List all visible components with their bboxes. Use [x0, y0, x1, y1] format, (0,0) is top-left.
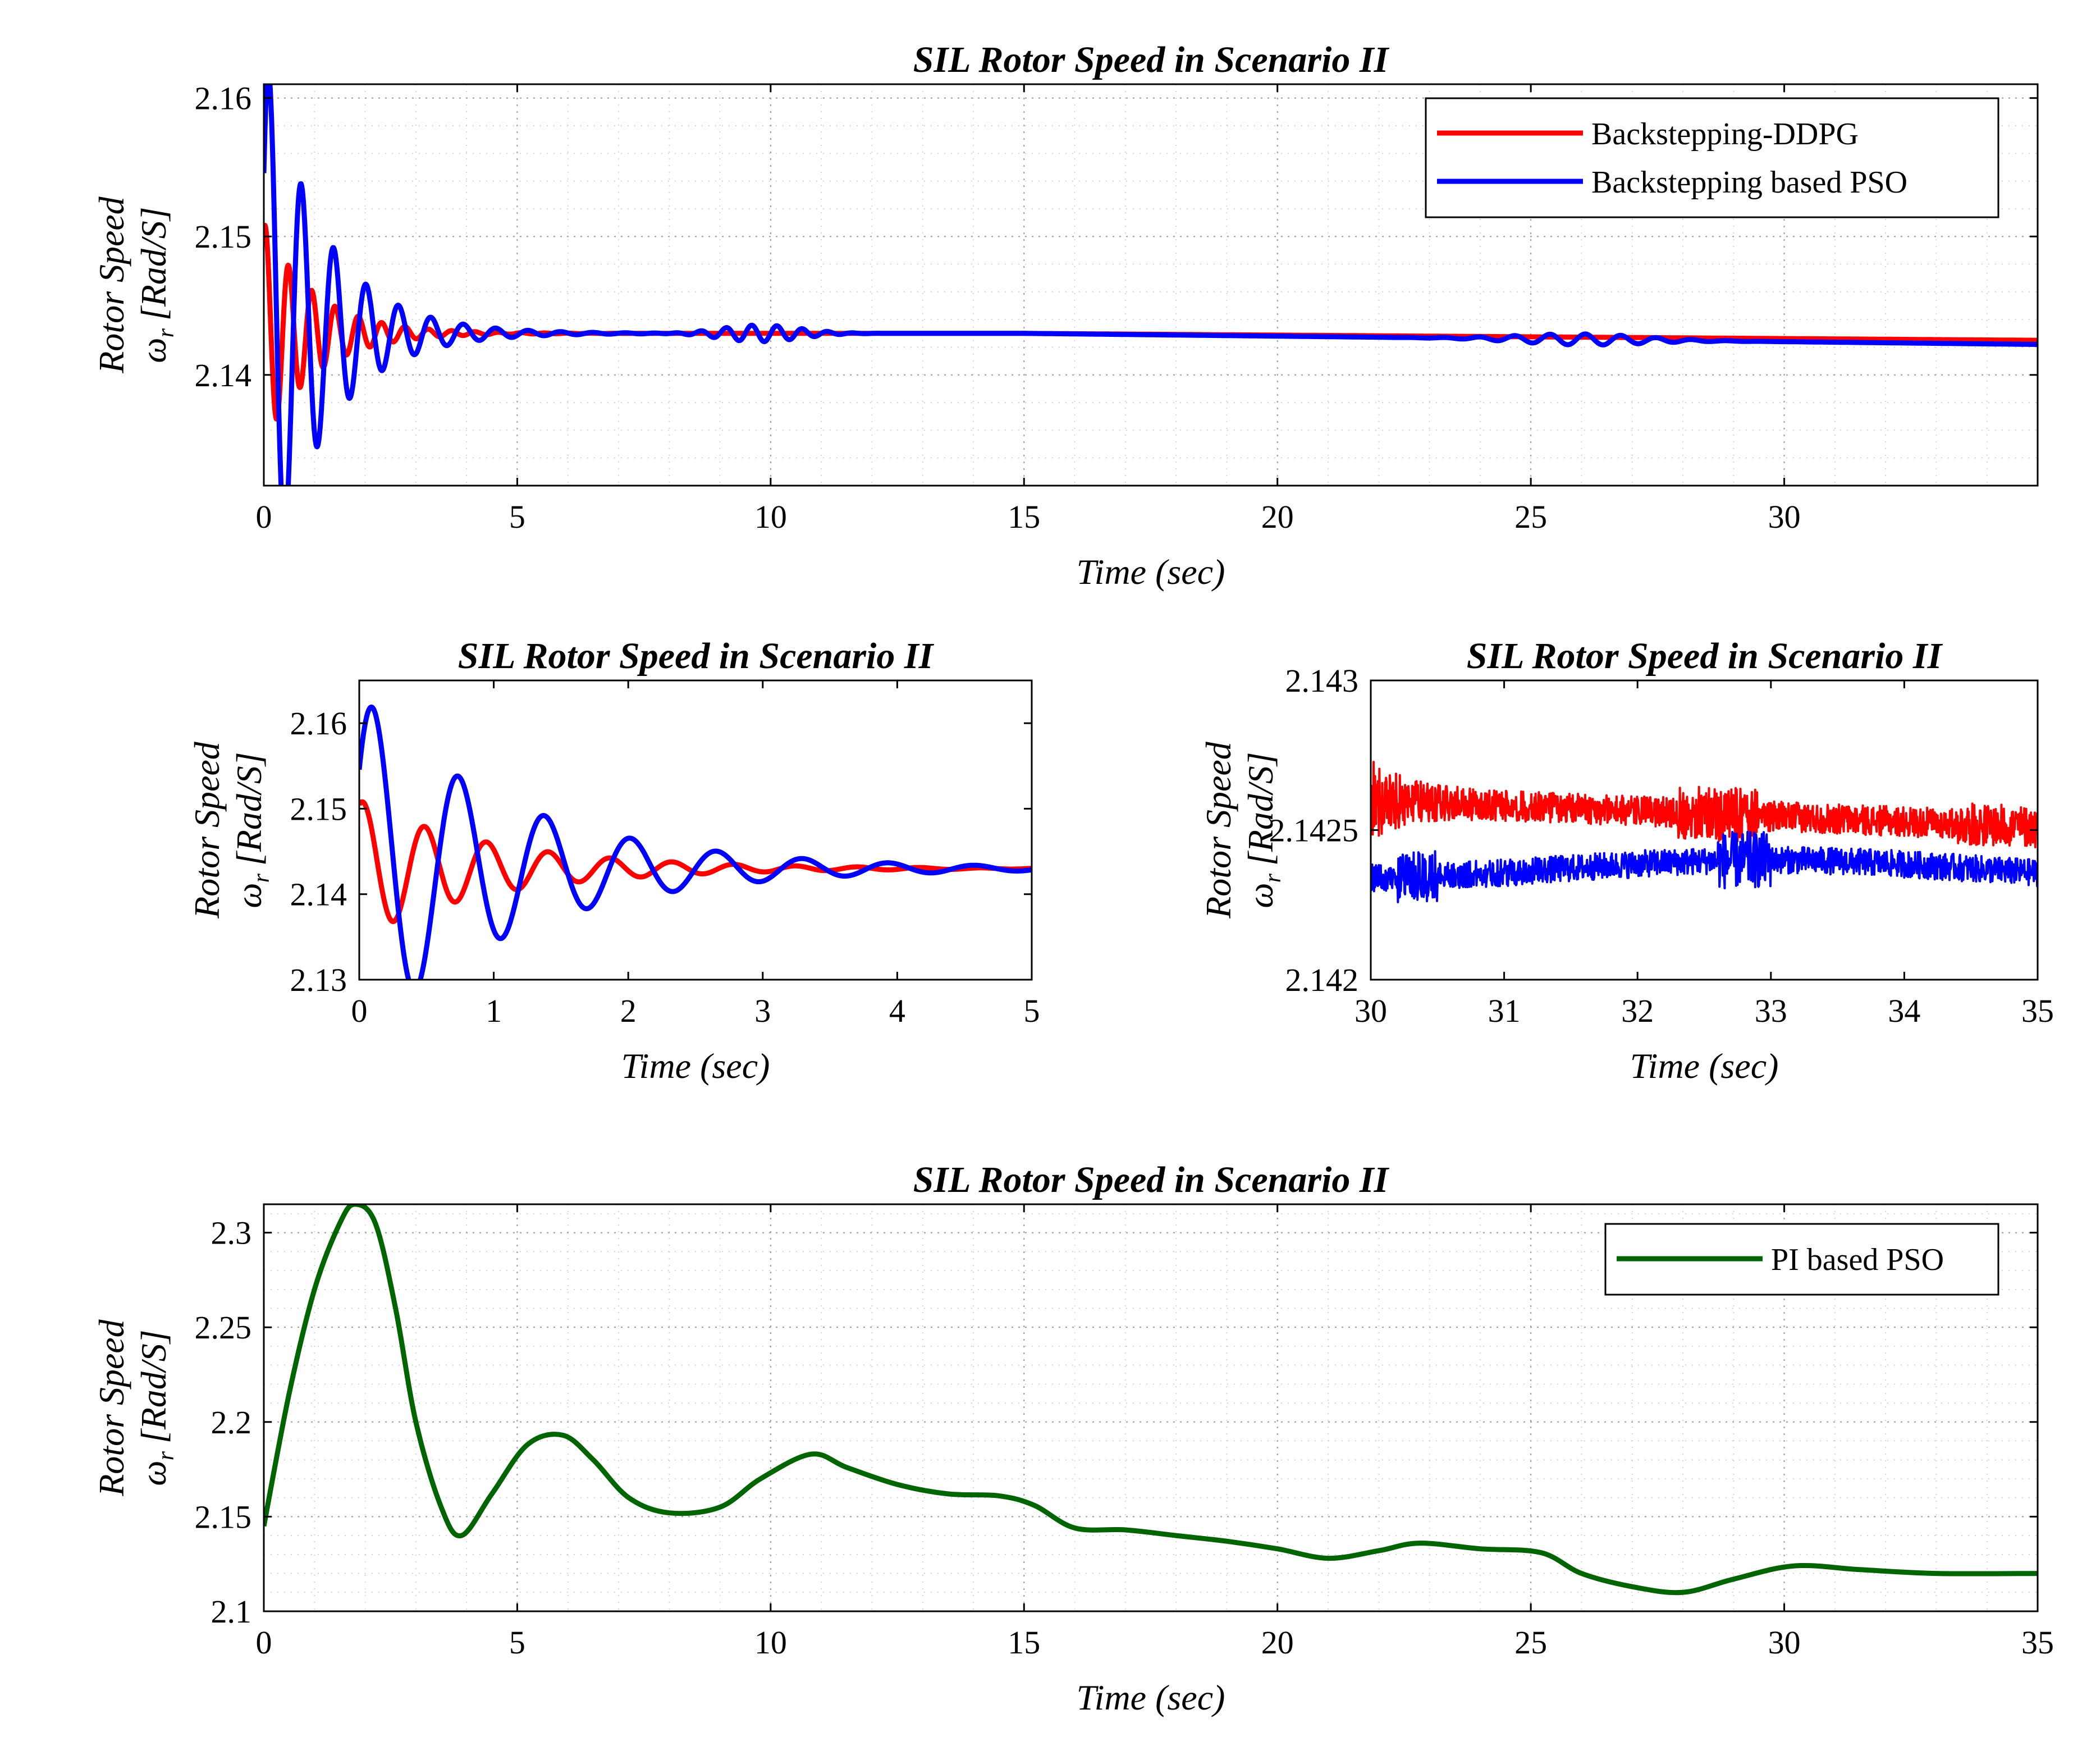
y-tick-label: 2.14	[195, 357, 252, 394]
y-axis-label: Rotor Speed	[1198, 741, 1238, 919]
y-tick-label: 2.15	[195, 218, 252, 255]
axes-box	[263, 83, 2039, 487]
x-tick-label: 5	[1024, 993, 1040, 1029]
x-axis-label: Time (sec)	[1077, 552, 1225, 592]
x-tick-label: 20	[1261, 1624, 1294, 1661]
x-tick-label: 31	[1488, 993, 1521, 1029]
x-tick-label: 5	[509, 499, 525, 535]
x-tick-label: 25	[1514, 1624, 1547, 1661]
series-line-pi-based-pso	[264, 1204, 2038, 1596]
legend-entry: Backstepping-DDPG	[1591, 117, 1859, 152]
y-tick-label: 2.1	[211, 1593, 252, 1630]
unit-text: [Rad/S]	[1241, 752, 1280, 866]
series-group	[359, 704, 1032, 980]
x-tick-label: 35	[2021, 993, 2054, 1029]
x-tick-label: 0	[351, 993, 368, 1029]
axes-box	[358, 679, 1033, 981]
series-group	[1371, 761, 2038, 903]
chart-bottom: 0 5 10 15 20 25 30 35 2.1 2.15 2.2 2.25 2.3 SIL Rotor…	[91, 1159, 2054, 1717]
y-tick-label: 2.13	[290, 962, 347, 998]
x-tick-label: 10	[754, 1624, 787, 1661]
y-tick-label: 2.143	[1285, 662, 1359, 699]
y-tick-label: 2.14	[290, 876, 347, 913]
legend-entry: PI based PSO	[1771, 1242, 1944, 1277]
chart-title: SIL Rotor Speed in Scenario II	[1467, 636, 1943, 677]
series-group	[264, 84, 2038, 486]
x-tick-label: 35	[2021, 1624, 2054, 1661]
unit-text: [Rad/S]	[229, 752, 269, 866]
legend-box	[1425, 97, 1999, 218]
y-axis-label: Rotor Speed	[187, 741, 227, 919]
x-tick-label: 34	[1888, 993, 1920, 1029]
series-line-backstepping-based-pso	[264, 84, 2038, 486]
x-tick-label: 3	[754, 993, 771, 1029]
omega-subscript: r	[1260, 873, 1286, 883]
chart-top: 0 5 10 15 20 25 30 2.14 2.15 2.16 SIL Rotor Speed …	[91, 39, 2039, 592]
omega-symbol: ω	[229, 883, 269, 908]
omega-symbol: ω	[134, 1460, 173, 1486]
legend-entry: Backstepping based PSO	[1591, 165, 1907, 200]
x-tick-label: 30	[1768, 499, 1801, 535]
y-tick-label: 2.2	[211, 1404, 252, 1441]
chart-title: SIL Rotor Speed in Scenario II	[458, 636, 935, 677]
series-line-backstepping-based-pso	[359, 704, 1032, 980]
chart-title: SIL Rotor Speed in Scenario II	[913, 1159, 1390, 1200]
y-tick-label: 2.25	[195, 1309, 252, 1346]
unit-text: [Rad/S]	[134, 1329, 173, 1443]
legend: PI based PSO	[1604, 1223, 1999, 1296]
x-tick-label: 32	[1621, 993, 1654, 1029]
omega-symbol: ω	[134, 337, 173, 363]
x-axis-label: Time (sec)	[1630, 1046, 1779, 1086]
y-axis-unit-label: ωr [Rad/S]	[134, 207, 179, 363]
y-axis-unit-label: ωr [Rad/S]	[134, 1329, 179, 1486]
x-tick-label: 2	[620, 993, 637, 1029]
y-axis-unit-label: ωr [Rad/S]	[229, 752, 274, 908]
y-tick-label: 2.142	[1285, 962, 1359, 998]
x-tick-label: 20	[1261, 499, 1294, 535]
x-tick-label: 0	[256, 499, 272, 535]
y-tick-label: 2.1425	[1269, 812, 1359, 849]
x-tick-label: 0	[256, 1624, 272, 1661]
x-axis-label: Time (sec)	[1077, 1678, 1225, 1717]
omega-symbol: ω	[1241, 883, 1280, 908]
legend: Backstepping-DDPG Backstepping based PSO	[1425, 97, 1999, 218]
x-tick-label: 33	[1755, 993, 1787, 1029]
y-axis-label: Rotor Speed	[91, 1319, 131, 1497]
x-tick-label: 1	[486, 993, 502, 1029]
y-axis-label: Rotor Speed	[91, 196, 131, 374]
x-tick-label: 4	[889, 993, 905, 1029]
unit-text: [Rad/S]	[134, 207, 173, 321]
chart-midleft: 0 1 2 3 4 5 2.13 2.14 2.15 2.16 SIL Rotor Speed in…	[187, 636, 1040, 1086]
omega-subscript: r	[153, 1451, 179, 1460]
y-tick-label: 2.15	[290, 790, 347, 827]
x-tick-label: 25	[1514, 499, 1547, 535]
x-tick-label: 5	[509, 1624, 525, 1661]
y-axis-unit-label: ωr [Rad/S]	[1241, 752, 1286, 908]
x-axis-label: Time (sec)	[621, 1046, 770, 1086]
chart-title: SIL Rotor Speed in Scenario II	[913, 39, 1390, 80]
omega-subscript: r	[249, 873, 274, 883]
series-line-backstepping-based-pso	[1371, 830, 2038, 903]
x-tick-label: 30	[1768, 1624, 1801, 1661]
plot-area	[359, 680, 1032, 980]
series-group	[264, 1204, 2038, 1596]
x-tick-label: 30	[1354, 993, 1387, 1029]
y-tick-label: 2.15	[195, 1498, 252, 1535]
omega-subscript: r	[153, 328, 179, 337]
y-tick-label: 2.3	[211, 1215, 252, 1251]
axes-box	[263, 1203, 2039, 1612]
x-tick-label: 15	[1008, 499, 1040, 535]
series-line-backstepping-ddpg	[1371, 761, 2038, 848]
x-tick-label: 15	[1008, 1624, 1040, 1661]
y-tick-label: 2.16	[195, 80, 252, 117]
y-tick-label: 2.16	[290, 705, 347, 742]
chart-midright: 30 31 32 33 34 35 2.142 2.1425 2.143 SIL Rotor Sp…	[1198, 636, 2054, 1086]
x-tick-label: 10	[754, 499, 787, 535]
